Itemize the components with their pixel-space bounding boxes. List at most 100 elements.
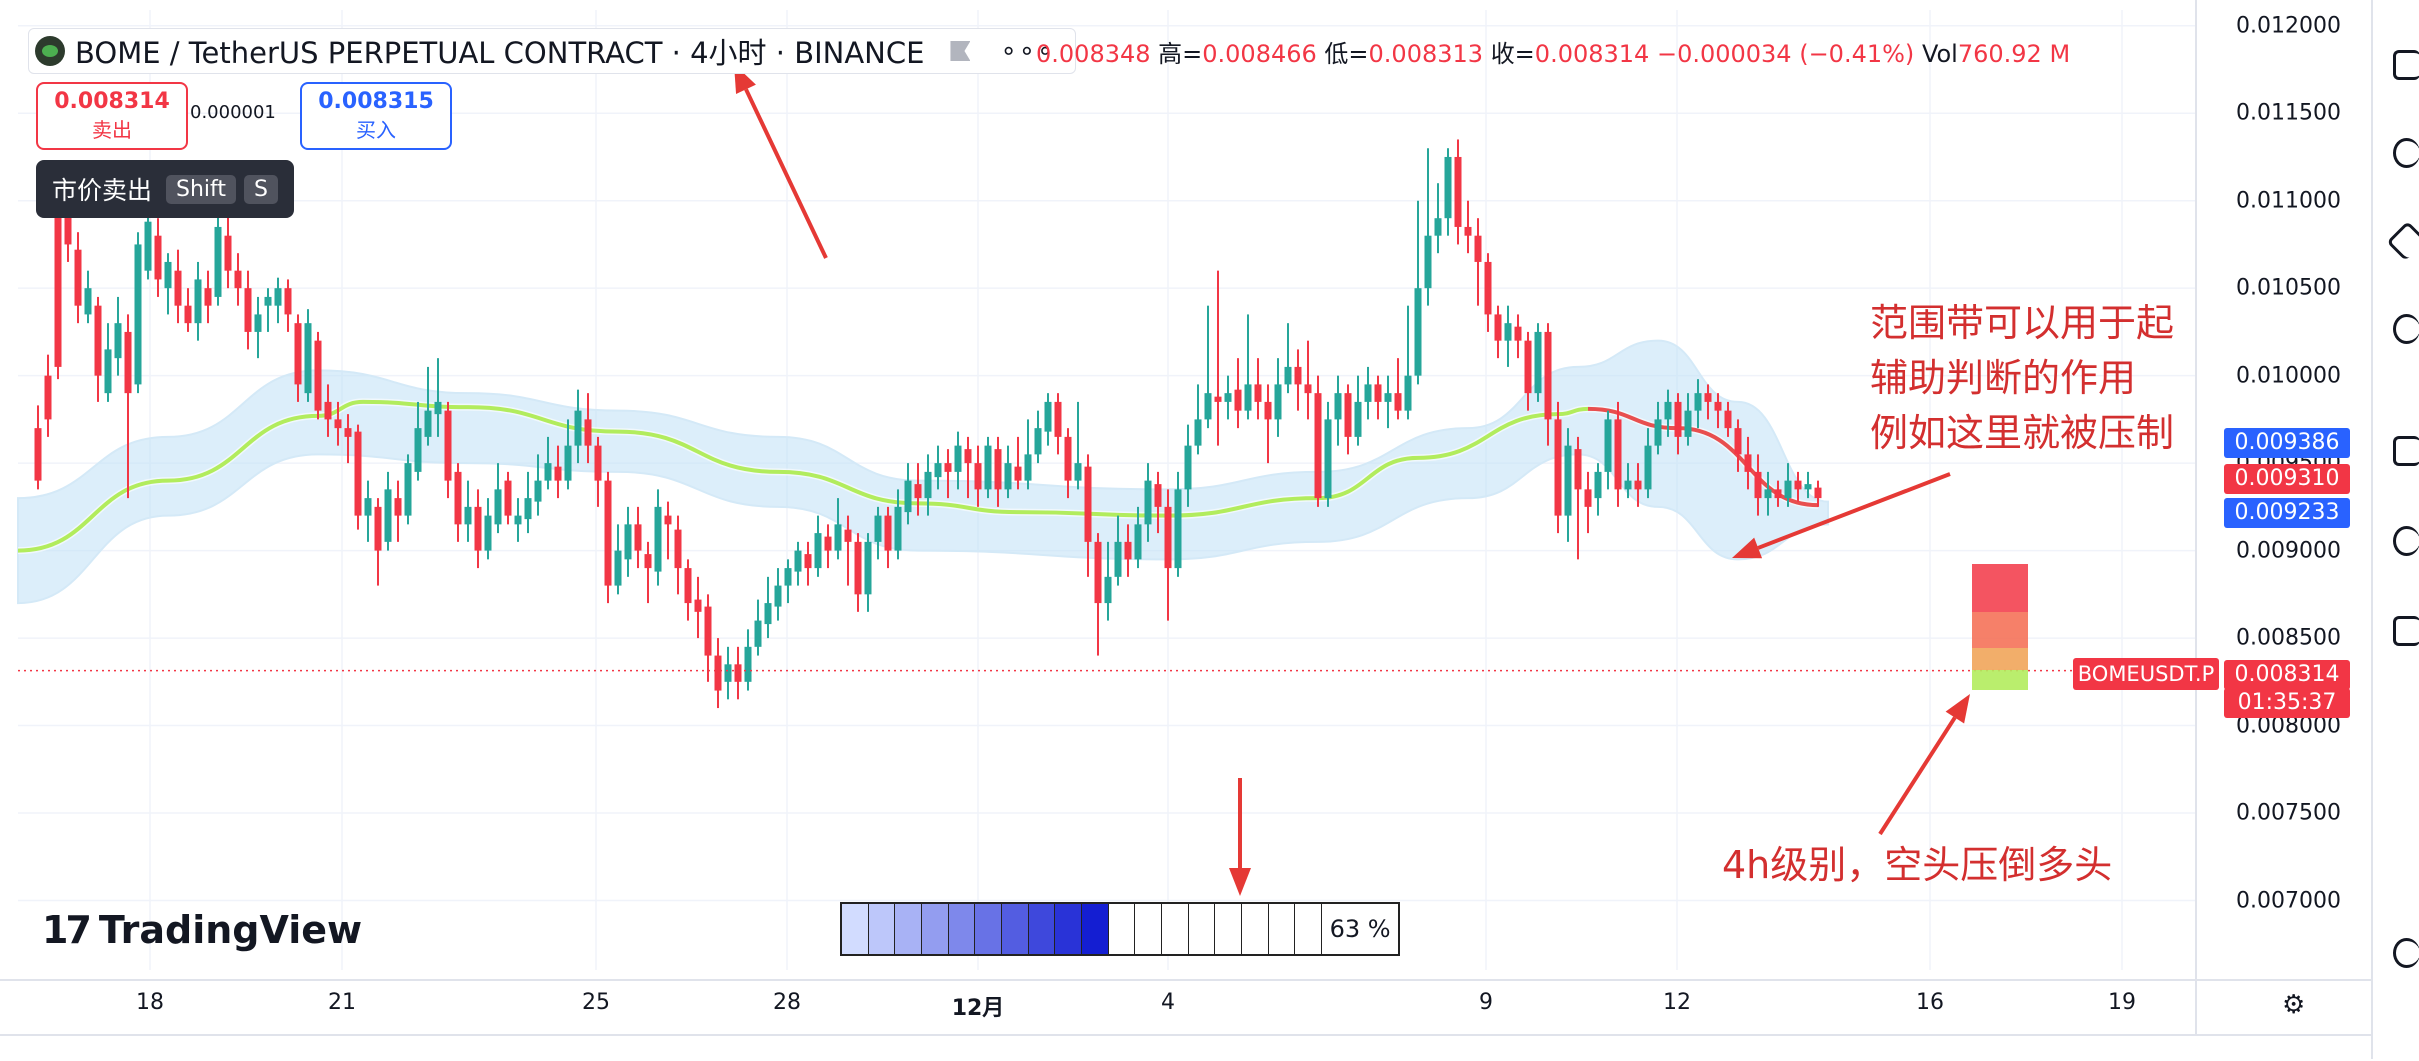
candle-body xyxy=(134,244,142,385)
candle-body xyxy=(654,506,662,572)
chat-icon[interactable] xyxy=(2393,436,2419,466)
candle xyxy=(194,261,202,341)
candle-body xyxy=(84,288,92,315)
candle-body xyxy=(1674,401,1682,437)
tradingview-watermark[interactable]: 17 TradingView xyxy=(42,908,362,952)
progress-cell xyxy=(842,904,869,954)
candle-body xyxy=(404,463,412,516)
ideas-icon[interactable] xyxy=(2393,526,2419,556)
sell-button[interactable]: 0.008314 卖出 xyxy=(36,82,188,150)
more-options-icon[interactable]: ∘∘∘ xyxy=(1000,36,1056,66)
arrow-head xyxy=(1229,868,1251,896)
chart-settings-icon[interactable]: ⚙ xyxy=(2282,990,2306,1020)
close-value: 0.008314 xyxy=(1534,40,1650,68)
candle xyxy=(454,463,462,542)
candle-body xyxy=(184,305,192,324)
candle xyxy=(484,498,492,560)
candle xyxy=(1084,454,1092,577)
candle-body xyxy=(94,305,102,376)
arrow-shaft xyxy=(1878,716,1957,836)
progress-cell xyxy=(1055,904,1083,954)
candle xyxy=(1214,270,1222,446)
candle xyxy=(1174,471,1182,577)
progress-cell xyxy=(1162,904,1189,954)
candle xyxy=(604,471,612,604)
candle-body xyxy=(1664,401,1672,420)
candle-body xyxy=(684,568,692,604)
coin-logo-icon xyxy=(35,36,65,66)
candle-body xyxy=(1624,480,1632,490)
candle-body xyxy=(124,331,132,394)
candle-body xyxy=(1484,261,1492,315)
candle-body xyxy=(154,235,162,280)
candle-body xyxy=(1414,288,1422,376)
candle-body xyxy=(854,541,862,595)
candle-body xyxy=(594,445,602,481)
candle xyxy=(94,296,102,402)
volume-profile-amber xyxy=(1972,648,2028,670)
progress-bar: 63 % xyxy=(840,902,1400,956)
candle-body xyxy=(904,480,912,513)
candle-body xyxy=(1714,401,1722,411)
candle xyxy=(1384,375,1392,429)
candle xyxy=(844,515,852,586)
notifications-icon[interactable] xyxy=(2393,616,2419,646)
bar-countdown: 01:35:37 xyxy=(2224,688,2350,718)
data-window-icon[interactable] xyxy=(2386,220,2419,262)
candle xyxy=(324,384,332,437)
price-tick-label: 0.011500 xyxy=(2236,100,2341,126)
candle xyxy=(304,309,312,402)
candle xyxy=(1074,401,1082,490)
candle xyxy=(1204,305,1212,429)
candle-body xyxy=(354,431,362,516)
symbol-title[interactable]: BOME / TetherUS PERPETUAL CONTRACT · 4小时… xyxy=(75,36,925,70)
low-label: 低= xyxy=(1324,40,1369,68)
candle-body xyxy=(1374,384,1382,402)
arrow-shaft xyxy=(744,88,828,259)
candle xyxy=(634,506,642,569)
candle xyxy=(114,296,122,376)
candle xyxy=(44,354,52,437)
candle xyxy=(1044,393,1052,446)
candle xyxy=(354,424,362,530)
candle-body xyxy=(264,296,272,306)
candle-body xyxy=(584,419,592,446)
candle-body xyxy=(1594,471,1602,499)
candle xyxy=(1064,428,1072,499)
candle xyxy=(1744,436,1752,490)
candle xyxy=(534,454,542,516)
symbol-legend[interactable]: BOME / TetherUS PERPETUAL CONTRACT · 4小时… xyxy=(28,28,1077,74)
price-axis[interactable]: 0.012000 0.011500 0.011000 0.010500 0.010000… xyxy=(2196,0,2371,990)
candle-body xyxy=(1184,445,1192,490)
candle-body xyxy=(364,498,372,516)
hotlist-icon[interactable] xyxy=(2393,314,2419,344)
candle-body xyxy=(1324,419,1332,499)
candle xyxy=(684,559,692,621)
watchlist-icon[interactable] xyxy=(2393,50,2419,80)
candle-body xyxy=(1054,401,1062,437)
buy-button[interactable]: 0.008315 买入 xyxy=(300,82,452,150)
candle xyxy=(1584,471,1592,534)
candle xyxy=(734,646,742,700)
candle xyxy=(1454,139,1462,245)
candle-body xyxy=(1684,410,1692,437)
candle xyxy=(1784,463,1792,507)
flag-icon[interactable] xyxy=(950,41,971,61)
candle xyxy=(404,454,412,525)
price-chart[interactable] xyxy=(0,0,2371,1034)
candle-body xyxy=(534,480,542,502)
progress-cell xyxy=(948,904,976,954)
progress-cell xyxy=(1135,904,1163,954)
candle xyxy=(1654,401,1662,455)
candle-body xyxy=(514,515,522,525)
help-icon[interactable] xyxy=(2393,938,2419,968)
candle-body xyxy=(344,428,352,437)
candle-body xyxy=(1174,489,1182,569)
candle xyxy=(1724,401,1732,437)
buy-label: 买入 xyxy=(356,118,396,142)
candle xyxy=(54,200,62,380)
alert-icon[interactable] xyxy=(2393,138,2419,168)
progress-cell xyxy=(1002,904,1029,954)
candle xyxy=(1344,384,1352,455)
